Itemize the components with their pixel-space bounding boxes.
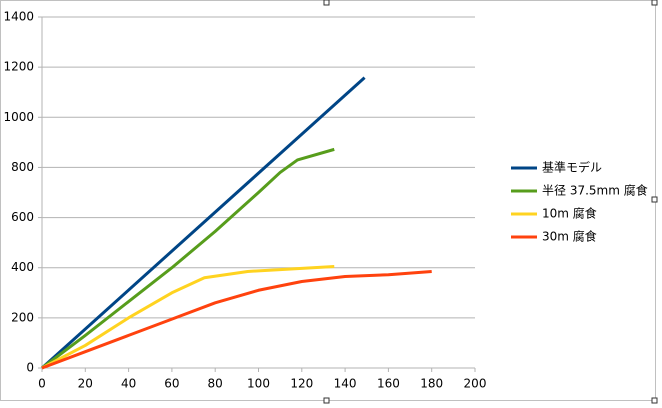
x-tick-label: 160	[377, 377, 400, 391]
handle	[651, 196, 658, 203]
y-tick-label: 400	[11, 260, 34, 274]
y-tick-label: 200	[11, 310, 34, 324]
x-tick-label: 200	[464, 377, 487, 391]
y-tick-label: 0	[26, 361, 34, 375]
series-line	[41, 269, 432, 370]
series-line	[41, 264, 335, 370]
x-tick-label: 180	[420, 377, 443, 391]
y-tick-label: 1400	[3, 10, 34, 24]
x-tick-label: 120	[290, 377, 313, 391]
x-tick-label: 100	[247, 377, 270, 391]
y-tick-label: 1200	[3, 60, 34, 74]
y-tick-label: 1000	[3, 110, 34, 124]
chart-frame	[0, 0, 656, 401]
legend-label: 30m 腐食	[542, 229, 597, 244]
legend-label: 10m 腐食	[542, 206, 597, 221]
x-tick-label: 0	[38, 377, 46, 391]
x-tick-label: 80	[208, 377, 223, 391]
x-tick-label: 60	[164, 377, 179, 391]
series-line	[41, 147, 335, 370]
handle	[323, 397, 330, 404]
handle	[651, 397, 658, 404]
legend-label: 半径 37.5mm 腐食	[542, 183, 648, 198]
y-tick-label: 800	[11, 160, 34, 174]
handle	[651, 0, 658, 6]
legend-label: 基準モデル	[542, 160, 602, 175]
handle	[323, 0, 330, 6]
series-line	[40, 76, 366, 370]
x-tick-label: 20	[78, 377, 93, 391]
x-tick-label: 40	[121, 377, 136, 391]
x-tick-label: 140	[334, 377, 357, 391]
y-tick-label: 600	[11, 210, 34, 224]
